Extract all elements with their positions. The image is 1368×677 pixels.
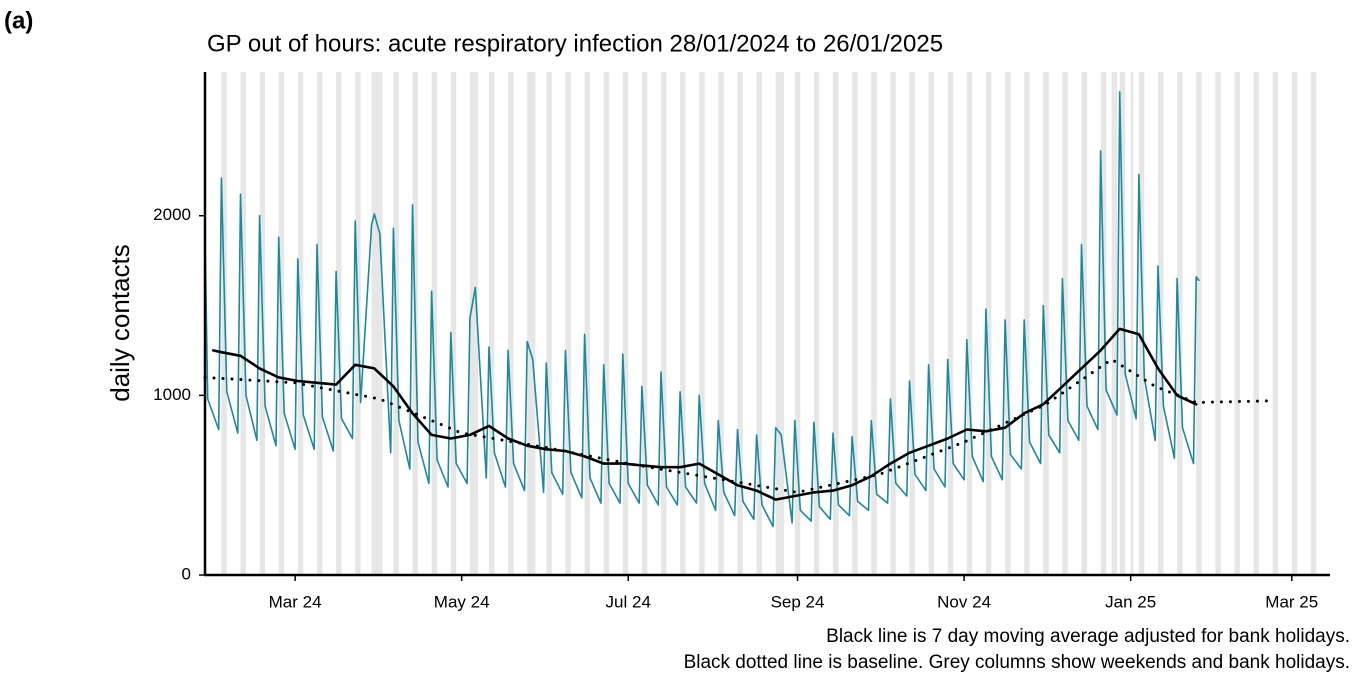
- weekend-column: [1024, 72, 1030, 575]
- x-tick-label: May 24: [434, 592, 490, 611]
- y-tick-label: 0: [182, 564, 191, 583]
- weekend-column: [928, 72, 935, 575]
- chart-title: GP out of hours: acute respiratory infec…: [207, 30, 943, 57]
- y-tick-label: 1000: [153, 385, 191, 404]
- weekend-column: [985, 72, 992, 575]
- weekend-column: [1043, 72, 1049, 575]
- weekend-column: [1272, 72, 1279, 575]
- weekend-column: [221, 72, 227, 575]
- bank-holiday-column: [1130, 72, 1134, 575]
- weekend-column: [431, 72, 438, 575]
- weekend-column: [450, 72, 457, 575]
- bank-holiday-column: [371, 72, 375, 575]
- weekend-column: [584, 72, 591, 575]
- weekend-column: [1253, 72, 1260, 575]
- weekend-column: [374, 72, 380, 575]
- weekend-column: [546, 72, 552, 575]
- weekend-column: [1177, 72, 1183, 575]
- x-tick-label: Sep 24: [771, 592, 825, 611]
- weekend-column: [737, 72, 743, 575]
- panel-label: (a): [4, 7, 33, 34]
- y-tick-label: 2000: [153, 205, 191, 224]
- weekend-column: [488, 72, 495, 575]
- weekend-column: [947, 72, 954, 575]
- weekend-column: [641, 72, 648, 575]
- weekend-column: [1291, 72, 1298, 575]
- weekend-column: [240, 72, 246, 575]
- weekend-column: [527, 72, 533, 575]
- x-tick-label: Mar 24: [269, 592, 322, 611]
- weekend-column: [966, 72, 973, 575]
- weekend-column: [661, 72, 667, 575]
- weekend-column: [469, 72, 476, 575]
- weekend-column: [603, 72, 610, 575]
- weekend-column: [1310, 72, 1317, 575]
- weekend-column: [775, 72, 782, 575]
- note: Black line is 7 day moving average adjus…: [826, 626, 1350, 647]
- weekend-column: [1234, 72, 1240, 575]
- y-axis-label: daily contacts: [105, 244, 135, 402]
- weekend-column: [871, 72, 877, 575]
- weekend-column: [833, 72, 839, 575]
- weekend-column: [1119, 72, 1126, 575]
- weekend-column: [718, 72, 724, 575]
- weekend-column: [909, 72, 915, 575]
- weekend-column: [1138, 72, 1145, 575]
- weekend-column: [756, 72, 763, 575]
- x-tick-label: Mar 25: [1265, 592, 1318, 611]
- weekend-column: [1196, 72, 1202, 575]
- weekend-column: [1100, 72, 1107, 575]
- x-tick-label: Jan 25: [1105, 592, 1156, 611]
- weekend-column: [508, 72, 514, 575]
- series-line: [204, 91, 1200, 528]
- baseline-line: [203, 357, 1277, 494]
- bank-holiday-column: [379, 72, 383, 575]
- weekend-column: [699, 72, 705, 575]
- weekend-column: [890, 72, 896, 575]
- note: Black dotted line is baseline. Grey colu…: [684, 652, 1350, 673]
- bank-holiday-column: [1114, 72, 1118, 575]
- weekend-column: [794, 72, 801, 575]
- bank-holiday-column: [532, 72, 536, 575]
- weekend-column: [680, 72, 686, 575]
- weekend-column: [1215, 72, 1221, 575]
- weekend-column: [813, 72, 820, 575]
- bank-holiday-column: [1111, 72, 1115, 575]
- weekend-column: [1005, 72, 1011, 575]
- weekend-column: [565, 72, 571, 575]
- weekend-column: [852, 72, 858, 575]
- weekend-column: [1062, 72, 1068, 575]
- x-tick-label: Jul 24: [606, 592, 651, 611]
- weekend-column: [622, 72, 629, 575]
- bank-holiday-column: [781, 72, 784, 575]
- x-tick-label: Nov 24: [937, 592, 991, 611]
